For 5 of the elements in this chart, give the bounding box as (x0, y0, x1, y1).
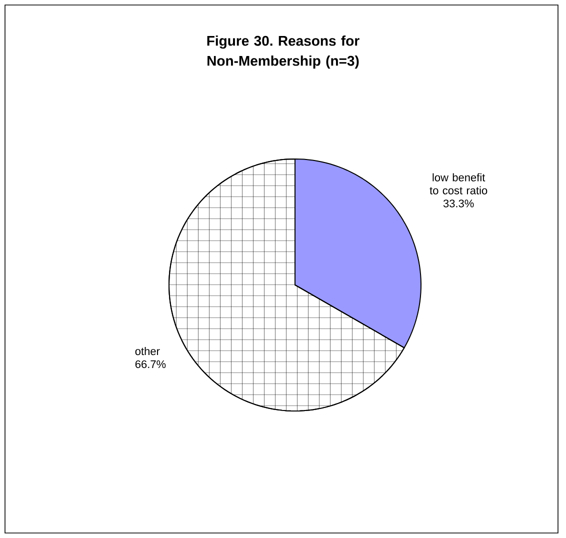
data-label: 33.3% (443, 200, 474, 208)
chart-title: Figure 30. Reasons for Non-Membership (n=3) (207, 36, 360, 69)
slice-label: low benefit to cost ratio (430, 173, 488, 194)
data-label: 66.7% (135, 360, 166, 368)
slice-label: other (135, 347, 160, 356)
